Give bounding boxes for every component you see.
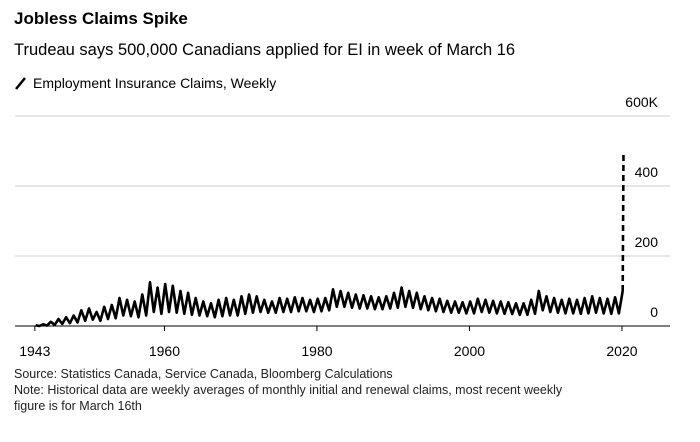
line-series-dashed (621, 150, 625, 292)
y-tick-label: 400 (635, 164, 659, 180)
y-tick-label: 0 (650, 304, 658, 320)
note: Note: Historical data are weekly average… (14, 383, 563, 413)
x-tick-label: 1980 (301, 343, 332, 359)
line-series (35, 281, 624, 328)
chart-title: Jobless Claims Spike (14, 9, 188, 28)
note-box: Note: Historical data are weekly average… (14, 383, 563, 413)
y-tick-label: 600K (625, 94, 658, 110)
y-tick-label: 200 (635, 234, 659, 250)
x-tick-label: 1960 (149, 343, 180, 359)
legend-label: Employment Insurance Claims, Weekly (33, 75, 276, 91)
x-tick-label: 1943 (19, 343, 50, 359)
legend-swatch (15, 77, 26, 90)
x-tick-label: 2000 (454, 343, 485, 359)
x-tick-label: 2020 (606, 343, 637, 359)
source: Source: Statistics Canada, Service Canad… (14, 367, 393, 381)
chart-subtitle: Trudeau says 500,000 Canadians applied f… (14, 41, 515, 59)
